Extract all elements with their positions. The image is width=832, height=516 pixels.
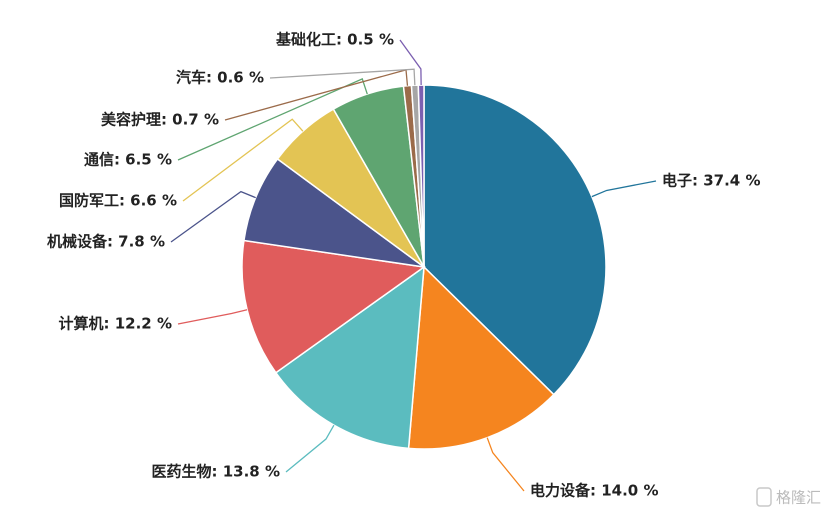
pie-slice — [274, 265, 425, 450]
pie-slice — [241, 239, 426, 374]
data-label: 国防军工: 6.6 % — [59, 192, 177, 210]
data-label: 医药生物: 13.8 % — [152, 463, 280, 481]
leader-line — [269, 68, 416, 86]
leader-line — [486, 437, 525, 492]
watermark: 格隆汇 — [776, 489, 821, 507]
data-label: 美容护理: 0.7 % — [101, 111, 219, 129]
data-label: 机械设备: 7.8 % — [47, 233, 165, 251]
data-label: 通信: 6.5 % — [84, 151, 172, 169]
leader-line — [399, 39, 422, 86]
leader-line — [177, 77, 368, 161]
pie-slice — [423, 84, 607, 396]
leader-line — [182, 118, 304, 202]
watermark-logo — [756, 487, 772, 507]
data-label: 基础化工: 0.5 % — [275, 31, 394, 49]
leader-line — [591, 180, 657, 198]
pie-slice — [407, 265, 555, 450]
leader-line — [170, 190, 256, 243]
data-label: 电子: 37.4 % — [662, 172, 760, 190]
data-label: 电力设备: 14.0 % — [530, 482, 658, 500]
data-label: 计算机: 12.2 % — [59, 315, 172, 333]
data-label: 汽车: 0.6 % — [176, 69, 264, 87]
leader-line — [177, 309, 248, 325]
leader-line — [285, 424, 335, 473]
